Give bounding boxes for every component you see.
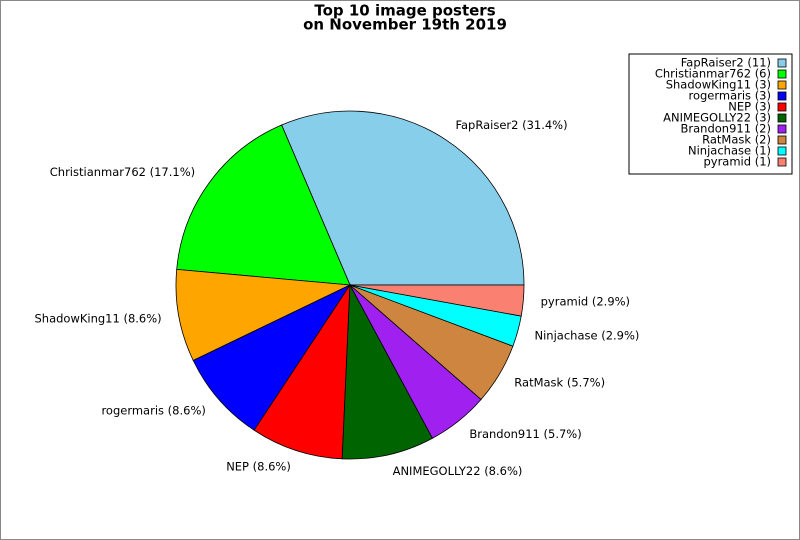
slice-label: Christianmar762 (17.1%)	[50, 165, 195, 179]
pie-slice	[349, 284, 525, 317]
legend-label: Ninjachase (1)	[688, 144, 771, 158]
chart-title: Top 10 image posters	[314, 2, 495, 20]
legend-swatch	[777, 91, 787, 101]
legend-swatch	[777, 102, 787, 112]
legend-label: pyramid (1)	[703, 155, 771, 169]
slice-label: pyramid (2.9%)	[541, 295, 630, 309]
legend-label: ShadowKing11 (3)	[666, 78, 771, 92]
pie-slice	[192, 284, 352, 431]
slice-label: FapRaiser2 (31.4%)	[455, 118, 567, 132]
legend-swatch	[777, 58, 787, 68]
slice-label: NEP (8.6%)	[226, 460, 291, 474]
slice-label: RatMask (5.7%)	[514, 376, 605, 390]
legend-label: RatMask (2)	[702, 133, 771, 147]
legend-swatch	[777, 113, 787, 123]
legend-label: FapRaiser2 (11)	[681, 56, 771, 70]
slice-label: ANIMEGOLLY22 (8.6%)	[393, 464, 523, 478]
legend-swatch	[777, 146, 787, 156]
legend-label: rogermaris (3)	[688, 89, 771, 103]
legend-box	[628, 53, 793, 175]
pie-slice	[253, 283, 351, 460]
pie-slice	[281, 110, 525, 286]
chart-title: on November 19th 2019	[303, 16, 507, 34]
pie-slice	[176, 124, 351, 286]
legend-swatch	[777, 135, 787, 145]
legend-label: Brandon911 (2)	[681, 122, 771, 136]
pie-slice	[341, 283, 433, 460]
slice-label: Brandon911 (5.7%)	[469, 427, 581, 441]
legend-label: ANIMEGOLLY22 (3)	[663, 111, 771, 125]
legend-label: Christianmar762 (6)	[655, 67, 771, 81]
legend-swatch	[777, 124, 787, 134]
legend-label: NEP (3)	[728, 100, 771, 114]
slice-label: Ninjachase (2.9%)	[535, 328, 640, 342]
legend-swatch	[777, 69, 787, 79]
slice-label: rogermaris (8.6%)	[101, 403, 205, 417]
slice-label: ShadowKing11 (8.6%)	[34, 312, 161, 326]
legend-swatch	[777, 157, 787, 167]
pie-slice	[175, 268, 352, 362]
legend-swatch	[777, 80, 787, 90]
